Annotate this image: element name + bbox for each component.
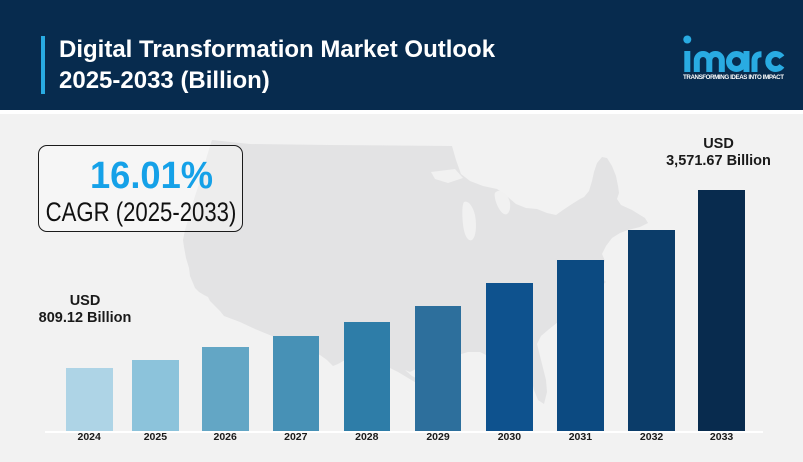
svg-text:TRANSFORMING IDEAS INTO IMPACT: TRANSFORMING IDEAS INTO IMPACT (683, 74, 784, 81)
